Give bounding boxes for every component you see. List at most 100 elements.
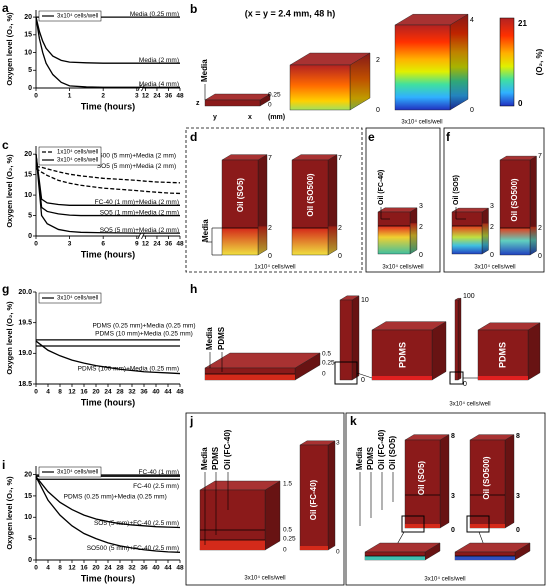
series-label: PDMS (100 mm)+Media (0.25 mm) <box>78 365 179 372</box>
box-front <box>289 64 351 111</box>
label: 0 <box>463 381 467 388</box>
panel-letter: c <box>2 138 9 152</box>
box-side-shade <box>265 481 280 550</box>
label: 0.5 <box>322 351 331 358</box>
legend-label: 1x10⁴ cells/well <box>57 149 98 156</box>
axis-break <box>141 84 145 92</box>
label: 0 <box>336 549 340 556</box>
data-line <box>35 165 181 184</box>
y-tick-label: 5 <box>28 535 32 542</box>
y-tick-label: 0 <box>28 233 32 240</box>
series-label: PDMS (0.25 mm)+Media (0.25 mm) <box>92 323 195 330</box>
box-front <box>339 299 353 381</box>
x-tick-label: 36 <box>165 93 173 100</box>
label: Oil (SO5) <box>417 461 426 496</box>
y-tick-label: 15 <box>24 32 32 39</box>
leader-line <box>356 372 373 379</box>
x-tick-label: 48 <box>176 565 184 572</box>
zoom-frame <box>401 515 425 533</box>
legend-box <box>38 146 102 166</box>
x-tick-label: 40 <box>152 565 160 572</box>
series-label: Media (4 mm) <box>139 81 179 88</box>
label: Media <box>200 59 209 82</box>
box-front <box>451 211 483 255</box>
label: Oil (FC-40) <box>377 429 386 470</box>
label: Oil (FC-40) <box>378 170 385 205</box>
label: PDMS <box>366 446 375 470</box>
label: 4 <box>470 17 474 24</box>
box-side-shade <box>350 53 370 110</box>
label: 7 <box>338 155 342 162</box>
series-label: SO5 (5 mm)+Media (2 mm) <box>100 227 179 234</box>
label: 0 <box>518 99 523 108</box>
label: 3 <box>336 440 340 447</box>
x-tick-label: 16 <box>80 565 88 572</box>
label: 3x10⁴ cells/well <box>244 575 285 582</box>
y-tick-label: 20 <box>24 151 32 158</box>
layer-band <box>405 524 440 528</box>
box-side-shade <box>258 154 267 255</box>
x-axis-label: Time (hours) <box>81 249 135 259</box>
x-axis-label: Time (hours) <box>81 397 135 407</box>
x-tick-label: 24 <box>153 93 161 100</box>
panel-letter: h <box>190 282 197 296</box>
panel-letter: b <box>190 2 197 16</box>
x-tick-label: 12 <box>68 389 76 396</box>
x-tick-label: 3 <box>135 93 139 100</box>
x-tick-label: 48 <box>176 93 184 100</box>
label: Oil (SO5) <box>236 178 245 213</box>
series-label: FC-40 (2.5 mm) <box>133 483 179 490</box>
data-line <box>35 154 180 206</box>
box-front <box>377 211 411 255</box>
data-line <box>35 16 180 64</box>
x-axis-label: Time (hours) <box>81 101 135 111</box>
box-top <box>499 155 538 161</box>
label: 3 <box>419 203 423 210</box>
label: 2 <box>538 225 542 232</box>
y-tick-label: 20 <box>24 471 32 478</box>
box-side-shade <box>450 14 468 111</box>
box-side-shade <box>260 94 270 106</box>
y-tick-label: 0 <box>28 557 32 564</box>
label: Oil (SO500) <box>306 173 315 216</box>
label: 0.25 <box>268 92 281 99</box>
box-front <box>291 159 329 256</box>
box-side-shade <box>410 207 417 254</box>
label: 0 <box>419 252 423 259</box>
x-tick-label: 12 <box>142 241 150 248</box>
y-tick-label: 15 <box>24 171 32 178</box>
layer-band <box>300 546 328 550</box>
x-tick-label: 24 <box>104 565 112 572</box>
label: Oil (SO5) <box>453 175 460 205</box>
panel-letter: j <box>189 414 193 428</box>
legend-box <box>38 466 102 478</box>
x-tick-label: 32 <box>128 389 136 396</box>
x-tick-label: 1 <box>68 93 72 100</box>
colorbar <box>499 17 515 107</box>
series-label: SO500 (5 mm)+Media (2 mm) <box>90 153 177 160</box>
x-tick-label: 8 <box>58 565 62 572</box>
panel-frame <box>443 127 545 273</box>
label: 0.25 <box>322 360 335 367</box>
box-side-shade <box>458 298 461 380</box>
box-front <box>394 24 451 111</box>
label: Media <box>201 219 210 242</box>
x-tick-label: 48 <box>176 389 184 396</box>
label: 0.5 <box>283 527 292 534</box>
y-axis-label: Oxygen level (O₂, %) <box>5 476 14 550</box>
box-side-shade <box>425 543 440 560</box>
axis-break <box>141 232 145 240</box>
box-side-shade <box>352 295 359 380</box>
data-line <box>35 167 181 195</box>
x-tick-label: 12 <box>142 93 150 100</box>
label: 3x10⁴ cells/well <box>424 576 465 583</box>
label: 0 <box>376 107 380 114</box>
box-front <box>477 329 529 381</box>
y-tick-label: 15 <box>24 493 32 500</box>
series-label: SO5 (5 mm)+Media (2 mm) <box>97 163 176 170</box>
x-tick-label: 48 <box>176 241 184 248</box>
x-tick-label: 36 <box>140 565 148 572</box>
x-tick-label: 20 <box>92 565 100 572</box>
legend-label: 3x10⁴ cells/well <box>57 469 98 476</box>
x-tick-label: 36 <box>140 389 148 396</box>
